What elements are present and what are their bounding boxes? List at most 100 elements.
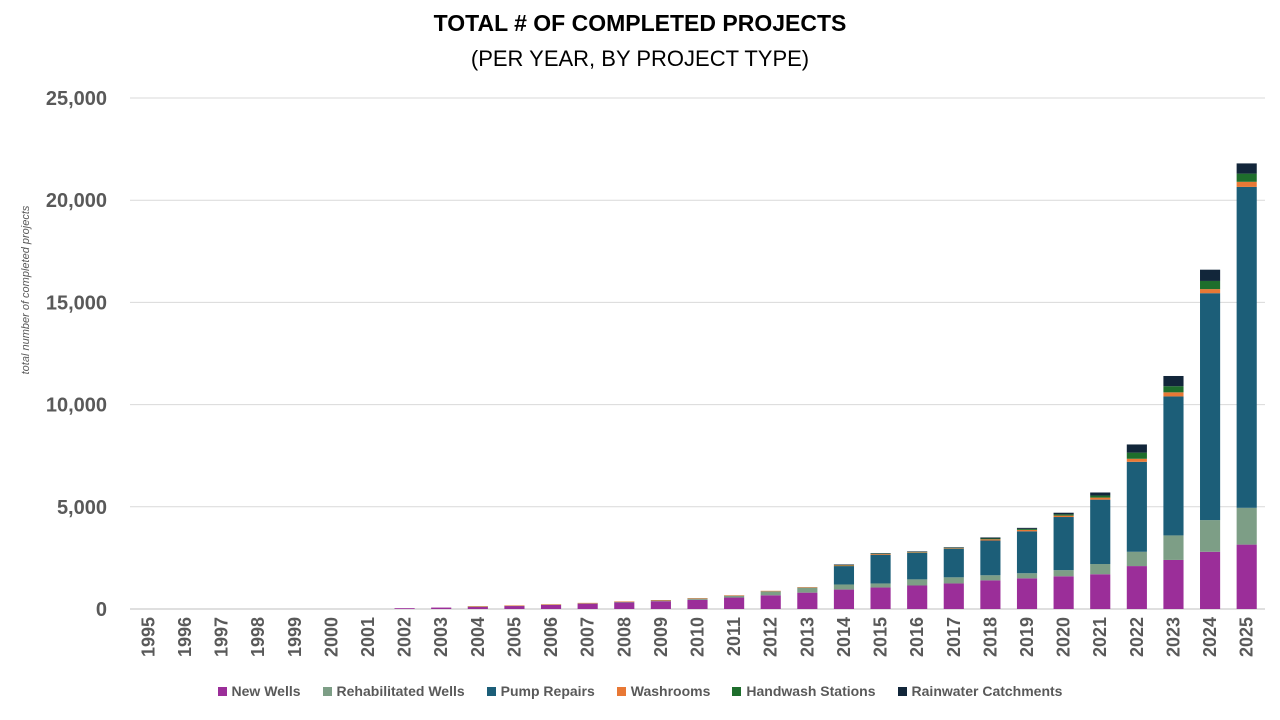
bar-segment-rehabilitated-wells-2010	[687, 598, 708, 600]
chart-subtitle: (PER YEAR, BY PROJECT TYPE)	[470, 46, 810, 71]
bar-segment-washrooms-2024	[1200, 289, 1221, 294]
y-tick-label: 10,000	[46, 395, 107, 417]
bar-segment-pump-repairs-2018	[980, 540, 1001, 576]
y-tick-label: 5,000	[57, 497, 107, 519]
bar-segment-rainwater-catchments-2021	[1090, 492, 1111, 496]
legend-swatch	[217, 686, 227, 696]
bar-segment-rehabilitated-wells-2014	[833, 584, 855, 590]
bar-segment-new-wells-2011	[724, 597, 745, 609]
bar-segment-new-wells-2025	[1236, 544, 1257, 609]
bar-segment-rehabilitated-wells-2012	[760, 591, 781, 596]
bar-segment-new-wells-2008	[614, 602, 635, 609]
bar-segment-rehabilitated-wells-2025	[1236, 507, 1257, 545]
legend-item: Handwash Stations	[732, 683, 876, 699]
bar-segment-handwash-stations-2016	[907, 551, 928, 553]
bar-segment-new-wells-2018	[980, 580, 1001, 609]
x-tick-label: 1995	[138, 617, 158, 657]
x-tick-label: 2016	[907, 617, 927, 657]
bar-segment-rainwater-catchments-2019	[1016, 527, 1038, 529]
bar-segment-rainwater-catchments-2015	[870, 553, 891, 554]
bars	[394, 163, 1257, 609]
bar-segment-washrooms-2019	[1016, 529, 1038, 532]
x-tick-label: 2012	[761, 617, 781, 657]
bar-segment-pump-repairs-2024	[1200, 293, 1221, 521]
bar-segment-handwash-stations-2024	[1200, 280, 1221, 290]
bar-segment-handwash-stations-2015	[870, 553, 891, 555]
x-tick-label: 2013	[797, 617, 817, 657]
y-tick-label: 25,000	[46, 88, 107, 110]
x-axis-ticks: 1995 1996 1997 1998 1999 2000 2001 2002 2003 2004…	[138, 617, 1256, 657]
bar-segment-rehabilitated-wells-2009	[650, 600, 671, 602]
x-tick-label: 2011	[724, 617, 744, 656]
bar-segment-rehabilitated-wells-2021	[1090, 564, 1111, 575]
bar-segment-rehabilitated-wells-2019	[1016, 573, 1038, 579]
x-tick-label: 1998	[248, 617, 268, 657]
y-tick-label: 20,000	[46, 190, 107, 212]
bar-segment-rehabilitated-wells-2018	[980, 575, 1001, 581]
bar-segment-new-wells-2016	[907, 585, 928, 609]
bar-segment-new-wells-2004	[467, 606, 488, 609]
bar-segment-new-wells-2019	[1016, 578, 1038, 609]
bar-segment-new-wells-2014	[833, 589, 855, 609]
bar-segment-pump-repairs-2019	[1016, 531, 1038, 574]
legend-label: Handwash Stations	[746, 683, 876, 699]
bar-segment-washrooms-2008	[614, 601, 635, 602]
bar-segment-rehabilitated-wells-2024	[1200, 520, 1221, 552]
bar-segment-new-wells-2003	[431, 607, 452, 609]
bar-segment-pump-repairs-2023	[1163, 396, 1184, 536]
chart-legend: New Wells Rehabilitated Wells Pump Repairs…	[0, 683, 1280, 699]
bar-segment-new-wells-2005	[504, 605, 525, 609]
legend-swatch	[732, 686, 742, 696]
bar-segment-new-wells-2021	[1090, 574, 1111, 609]
bar-segment-rainwater-catchments-2016	[907, 551, 928, 552]
bar-segment-rehabilitated-wells-2016	[907, 579, 928, 586]
x-tick-label: 2006	[541, 617, 561, 657]
x-tick-label: 2007	[578, 617, 598, 657]
legend-item: New Wells	[217, 683, 301, 699]
bar-segment-handwash-stations-2019	[1016, 528, 1038, 530]
bar-segment-rainwater-catchments-2020	[1053, 512, 1074, 515]
bar-segment-handwash-stations-2018	[980, 538, 1001, 540]
bar-segment-rainwater-catchments-2018	[980, 537, 1001, 539]
bar-segment-rehabilitated-wells-2020	[1053, 570, 1074, 577]
bar-segment-new-wells-2023	[1163, 559, 1184, 609]
bar-segment-washrooms-2020	[1053, 515, 1074, 518]
bar-segment-handwash-stations-2020	[1053, 514, 1074, 516]
bar-segment-rehabilitated-wells-2017	[943, 577, 964, 584]
legend-item: Rainwater Catchments	[897, 683, 1063, 699]
bar-segment-new-wells-2002	[394, 608, 415, 609]
bar-segment-washrooms-2014	[833, 565, 855, 567]
bar-segment-pump-repairs-2015	[870, 554, 891, 584]
bar-segment-rehabilitated-wells-2015	[870, 583, 891, 588]
bar-segment-new-wells-2024	[1200, 551, 1221, 609]
bar-segment-pump-repairs-2025	[1236, 186, 1257, 508]
x-tick-label: 2009	[651, 617, 671, 657]
bar-segment-washrooms-2011	[724, 595, 745, 596]
bar-segment-pump-repairs-2020	[1053, 517, 1074, 571]
bar-segment-washrooms-2005	[504, 605, 525, 606]
bar-segment-rainwater-catchments-2023	[1163, 375, 1184, 387]
legend-label: Rainwater Catchments	[911, 683, 1063, 699]
legend-label: Pump Repairs	[500, 683, 595, 699]
bar-segment-pump-repairs-2014	[833, 566, 855, 585]
bar-segment-pump-repairs-2017	[943, 548, 964, 578]
bar-segment-washrooms-2009	[650, 600, 671, 601]
bar-segment-washrooms-2013	[797, 587, 818, 588]
bar-segment-washrooms-2015	[870, 554, 891, 555]
legend-item: Rehabilitated Wells	[322, 683, 465, 699]
y-tick-label: 0	[96, 599, 107, 621]
bar-segment-new-wells-2022	[1126, 566, 1147, 609]
bar-segment-pump-repairs-2022	[1126, 461, 1147, 552]
y-axis-ticks: 0 5,000 10,000 15,000 20,000 25,000	[46, 88, 107, 621]
x-tick-label: 2021	[1090, 617, 1110, 657]
bar-segment-pump-repairs-2021	[1090, 499, 1111, 565]
chart-title: TOTAL # OF COMPLETED PROJECTS	[433, 10, 847, 36]
bar-segment-new-wells-2007	[577, 603, 598, 609]
bar-segment-new-wells-2013	[797, 592, 818, 609]
bar-segment-washrooms-2018	[980, 539, 1001, 541]
x-tick-label: 2024	[1200, 617, 1220, 657]
bar-segment-new-wells-2015	[870, 587, 891, 609]
x-tick-label: 2015	[871, 617, 891, 657]
x-tick-label: 2010	[688, 617, 708, 657]
